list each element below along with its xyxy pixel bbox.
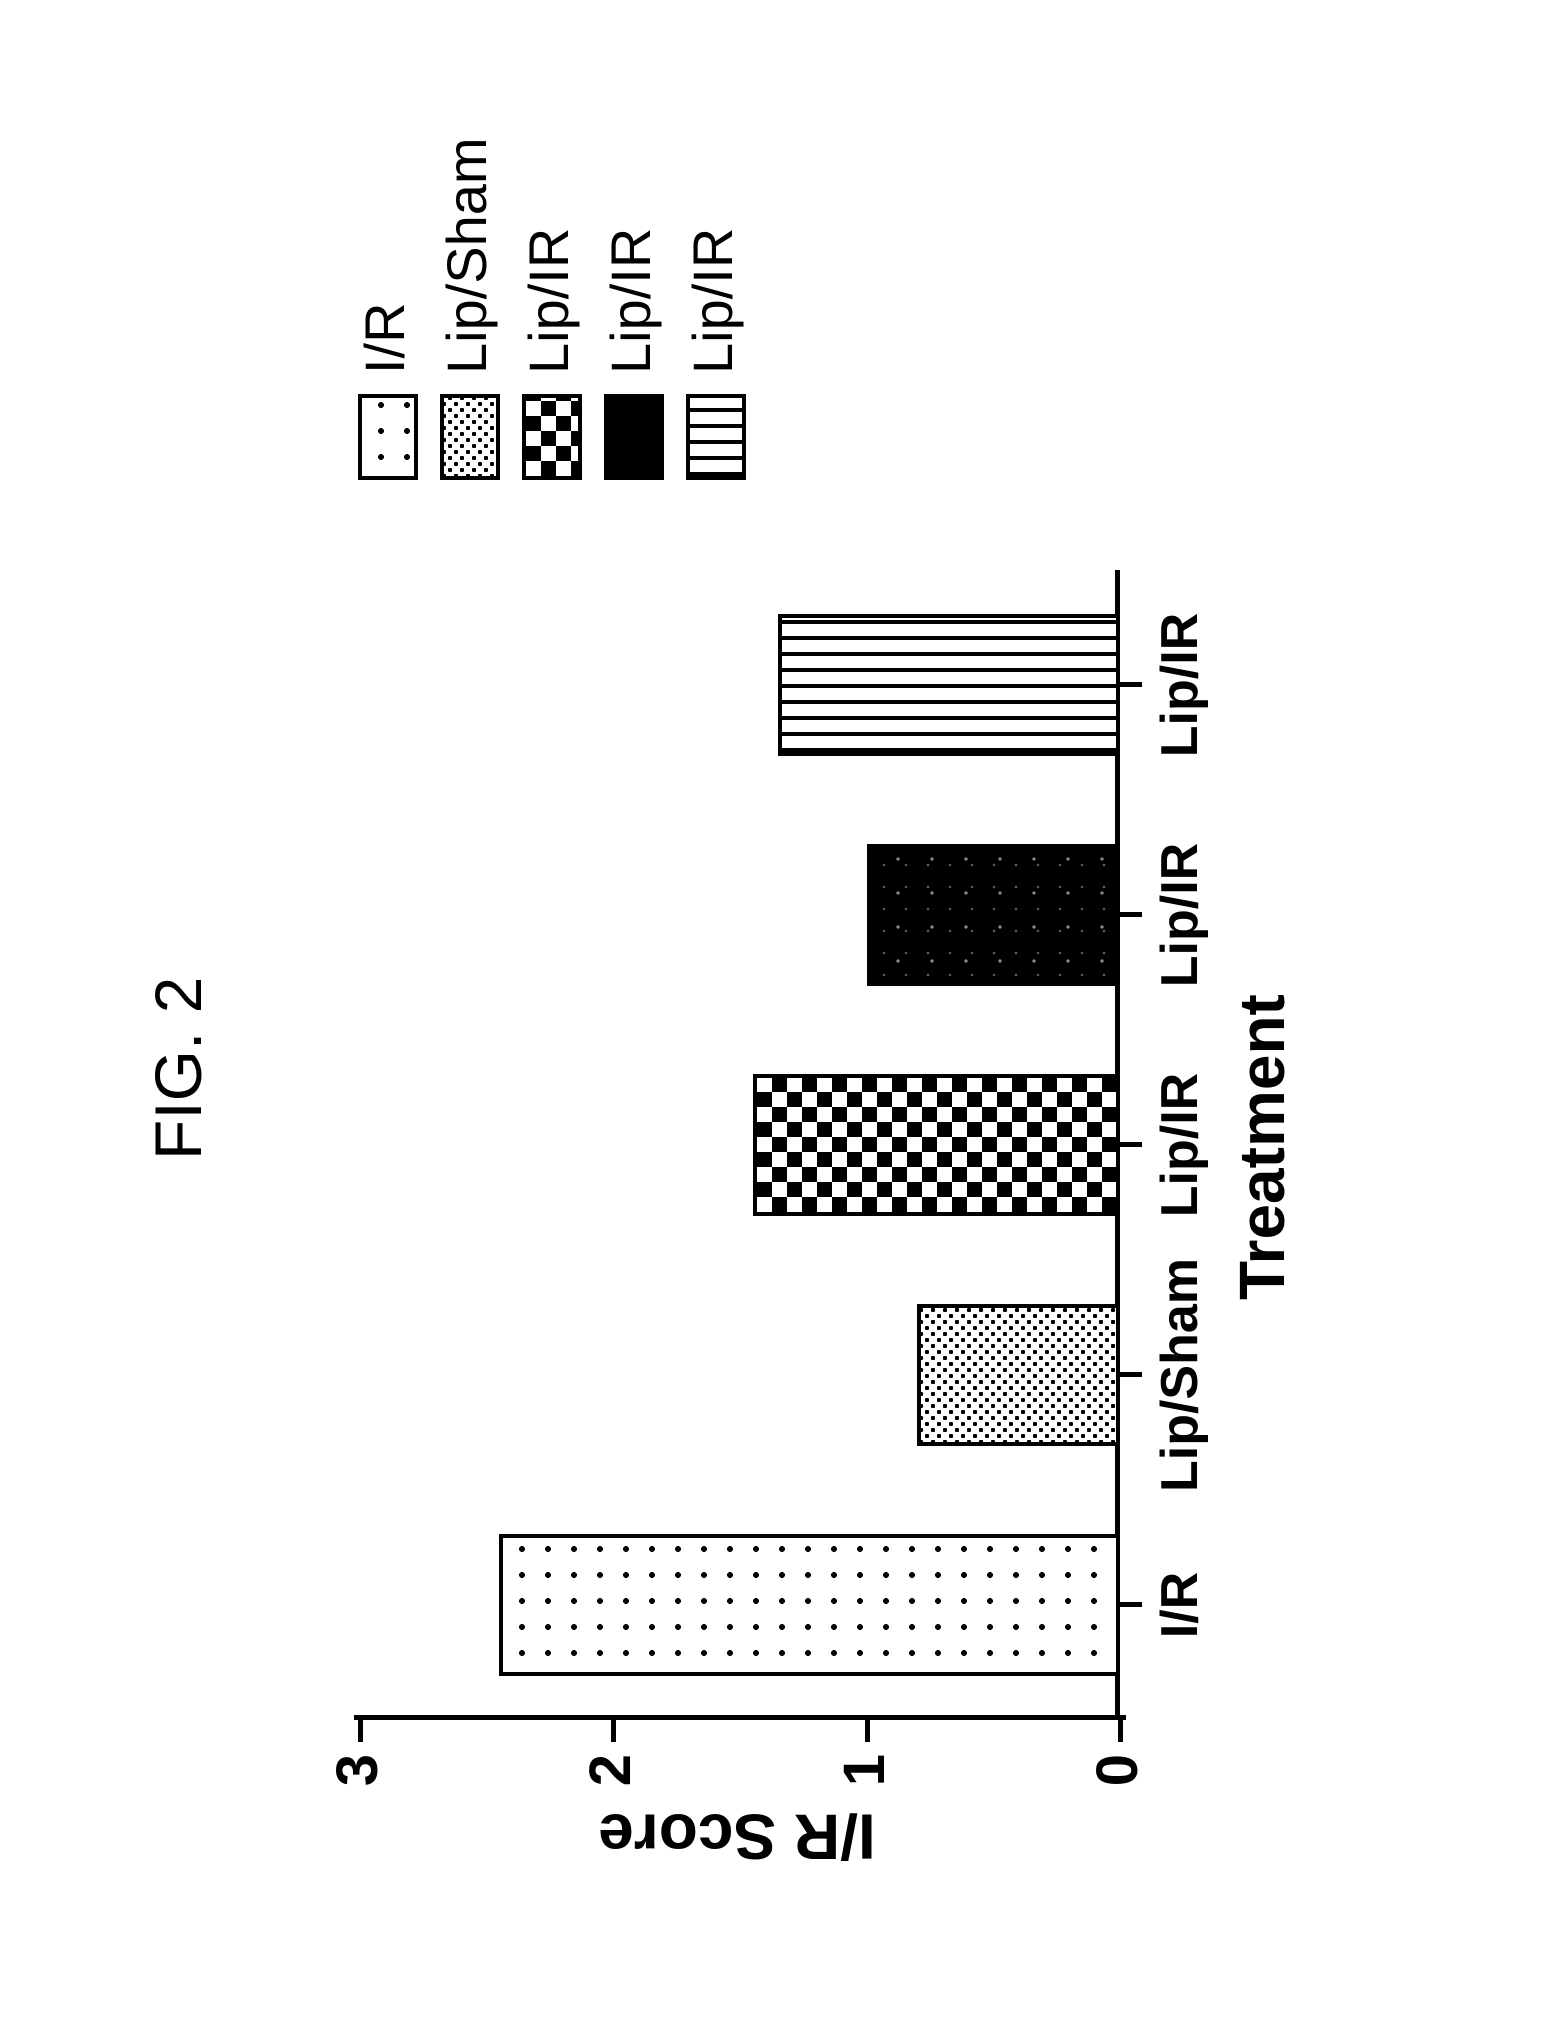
rotated-canvas: FIG. 2 0123 I/RLip/ShamLip/IRLip/IRLip/I…	[0, 0, 1566, 2040]
bar	[917, 1304, 1120, 1447]
legend-swatch-fill	[444, 398, 496, 476]
legend-swatch	[358, 394, 418, 480]
page: FIG. 2 0123 I/RLip/ShamLip/IRLip/IRLip/I…	[0, 0, 1566, 2040]
legend-swatch-fill	[690, 398, 742, 476]
bar-fill	[871, 848, 1116, 983]
legend-label: Lip/Sham	[434, 137, 499, 374]
x-category-label: Lip/IR	[1150, 1025, 1210, 1265]
bar-fill	[921, 1308, 1116, 1443]
y-tick	[865, 1720, 870, 1742]
x-category-label: Lip/Sham	[1150, 1255, 1210, 1495]
y-tick-label: 0	[1084, 1754, 1151, 1830]
bar-fill	[503, 1538, 1116, 1673]
y-tick	[611, 1720, 616, 1742]
y-tick-label: 3	[324, 1754, 391, 1830]
legend-item: Lip/IR	[596, 60, 676, 480]
legend-item: Lip/Sham	[432, 60, 512, 480]
bar	[867, 844, 1120, 987]
x-tick	[1120, 1142, 1142, 1147]
y-axis-title: I/R Score	[598, 1799, 875, 1873]
legend-swatch-fill	[608, 398, 660, 476]
y-tick	[358, 1720, 363, 1742]
legend-swatch	[522, 394, 582, 480]
legend-label: Lip/IR	[598, 228, 663, 374]
legend: I/R Lip/Sham Lip/IR Lip/IR Lip/IR	[350, 60, 790, 480]
x-tick	[1120, 1372, 1142, 1377]
legend-swatch	[604, 394, 664, 480]
x-tick	[1120, 912, 1142, 917]
legend-swatch	[440, 394, 500, 480]
bar	[753, 1074, 1120, 1217]
legend-swatch-fill	[362, 398, 414, 476]
figure-title: FIG. 2	[140, 977, 216, 1160]
x-tick	[1120, 1602, 1142, 1607]
bar	[778, 614, 1120, 757]
y-tick	[1118, 1720, 1123, 1742]
legend-item: I/R	[350, 60, 430, 480]
legend-label: Lip/IR	[680, 228, 745, 374]
bar-fill	[757, 1078, 1116, 1213]
legend-label: Lip/IR	[516, 228, 581, 374]
x-category-label: Lip/IR	[1150, 795, 1210, 1035]
x-axis-title: Treatment	[1225, 994, 1299, 1300]
x-category-label: I/R	[1150, 1485, 1210, 1725]
legend-swatch-fill	[526, 398, 578, 476]
bar-chart: 0123 I/RLip/ShamLip/IRLip/IRLip/IR	[360, 570, 1120, 1720]
bar-fill	[782, 618, 1116, 753]
bar	[499, 1534, 1120, 1677]
legend-item: Lip/IR	[514, 60, 594, 480]
x-category-label: Lip/IR	[1150, 565, 1210, 805]
y-axis	[354, 1715, 1126, 1720]
x-tick	[1120, 682, 1142, 687]
legend-item: Lip/IR	[678, 60, 758, 480]
legend-label: I/R	[352, 302, 417, 374]
legend-swatch	[686, 394, 746, 480]
